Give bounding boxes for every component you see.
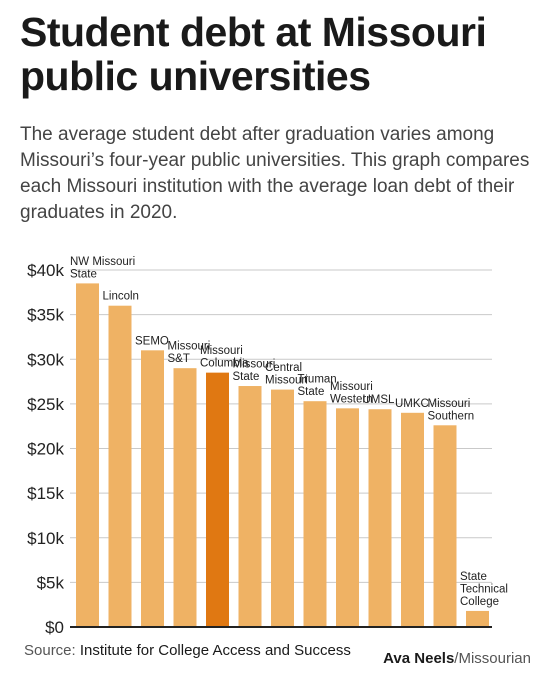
bar-chart: $0 $5k $10k $15k $20k $25k $30k $35k $40k NW Miss… — [27, 256, 508, 637]
bar-label: Missouri Columbia — [200, 345, 249, 370]
chart-subtitle: The average student debt after graduatio… — [20, 124, 530, 223]
bar — [466, 610, 489, 627]
bar — [173, 368, 197, 627]
credit-name: Ava Neels — [383, 650, 455, 667]
bar — [141, 350, 164, 627]
bar — [76, 283, 99, 627]
bar-label: UMKC — [395, 398, 429, 410]
y-tick-label: $40k — [27, 261, 64, 280]
bar-label: NW Missouri State — [70, 256, 135, 281]
bar-label: Missouri S&T — [168, 341, 211, 366]
source-name: Institute for College Access and Success — [79, 642, 351, 659]
y-tick-label: $35k — [27, 306, 64, 325]
bar — [271, 389, 294, 627]
bar-label: Lincoln — [103, 291, 139, 303]
chart-title: Student debt at Missouri public universi… — [20, 9, 487, 99]
bar-label: Missouri Western — [330, 381, 373, 406]
bar — [368, 409, 392, 627]
bar — [336, 408, 359, 627]
y-tick-label: $30k — [27, 350, 64, 369]
bar — [206, 372, 229, 627]
bar — [108, 305, 132, 627]
source-note: Source: Institute for College Access and… — [24, 642, 351, 659]
bar-label: UMSL — [363, 394, 396, 406]
bar-label: Missouri State — [233, 359, 276, 384]
bar — [401, 412, 424, 627]
bar — [238, 386, 262, 627]
source-prefix: Source: — [24, 642, 80, 659]
credit-org: /Missourian — [454, 650, 531, 667]
bar-label: SEMO — [135, 335, 169, 347]
bar-label: State Technical College — [460, 571, 508, 608]
credit-line: Ava Neels/Missourian — [383, 650, 531, 667]
y-tick-label: $10k — [27, 529, 64, 548]
y-tick-label: $0 — [45, 618, 64, 637]
bar-label: Central Missouri — [265, 362, 308, 387]
y-tick-label: $20k — [27, 440, 64, 459]
bar — [303, 401, 327, 627]
y-tick-label: $5k — [37, 573, 65, 592]
y-tick-label: $25k — [27, 395, 64, 414]
bar — [433, 425, 457, 627]
y-tick-label: $15k — [27, 484, 64, 503]
bar-label: Missouri Southern — [428, 398, 475, 423]
bar-label: Truman State — [298, 374, 337, 399]
